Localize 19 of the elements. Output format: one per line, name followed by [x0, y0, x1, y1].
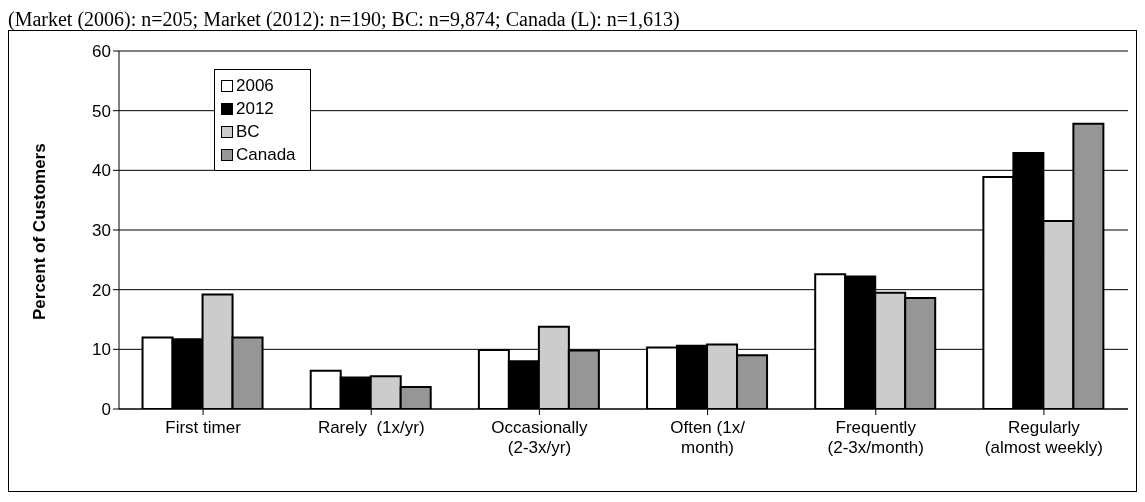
y-tick-label: 40	[92, 161, 111, 181]
y-tick-label: 50	[92, 101, 111, 121]
x-tick-label: First timer	[165, 418, 242, 437]
y-axis-title: Percent of Customers	[30, 143, 50, 320]
y-tick-label: 30	[92, 221, 111, 241]
y-tick-label: 60	[92, 42, 111, 62]
x-tick-label: Regularly (almost weekly)	[984, 418, 1103, 457]
legend-label: 2006	[236, 75, 274, 96]
legend-label: Canada	[236, 144, 296, 165]
x-tick-label: Often (1x/ month)	[670, 418, 746, 457]
x-tick-label: Rarely (1x/yr)	[317, 418, 425, 437]
y-tick-label: 20	[92, 280, 111, 300]
x-tick-label: Frequently (2-3x/month)	[827, 418, 924, 457]
y-tick-label: 10	[92, 340, 111, 360]
legend-label: BC	[236, 121, 260, 142]
chart-subtitle: (Market (2006): n=205; Market (2012): n=190; BC: n=9,874; Canada (L): n=1,613)	[8, 8, 681, 30]
x-tick-label: Occasionally (2-3x/yr)	[491, 418, 589, 457]
y-tick-label: 0	[101, 400, 111, 420]
legend-label: 2012	[236, 98, 274, 119]
